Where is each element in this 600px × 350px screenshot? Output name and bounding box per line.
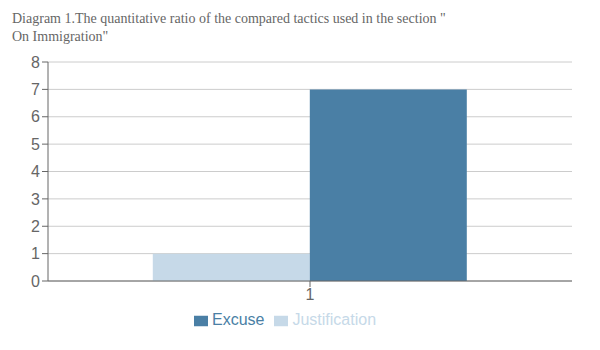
svg-text:2: 2 (31, 218, 40, 235)
svg-text:7: 7 (31, 81, 40, 98)
html-text:On Immigration": On Immigration" (12, 29, 109, 44)
svg-text:6: 6 (31, 108, 40, 125)
html-text:Diagram 1.The quantitative rat: Diagram 1.The quantitative ratio of the … (12, 11, 446, 26)
svg-text:1: 1 (31, 245, 40, 262)
svg-text:5: 5 (31, 136, 40, 153)
svg-text:1: 1 (306, 286, 315, 303)
svg-text:8: 8 (31, 54, 40, 71)
svg-text:0: 0 (31, 273, 40, 290)
html-text:Justification: Justification (292, 311, 376, 328)
svg-text:3: 3 (31, 191, 40, 208)
html-text:Excuse: Excuse (212, 311, 265, 328)
svg-text:4: 4 (31, 163, 40, 180)
